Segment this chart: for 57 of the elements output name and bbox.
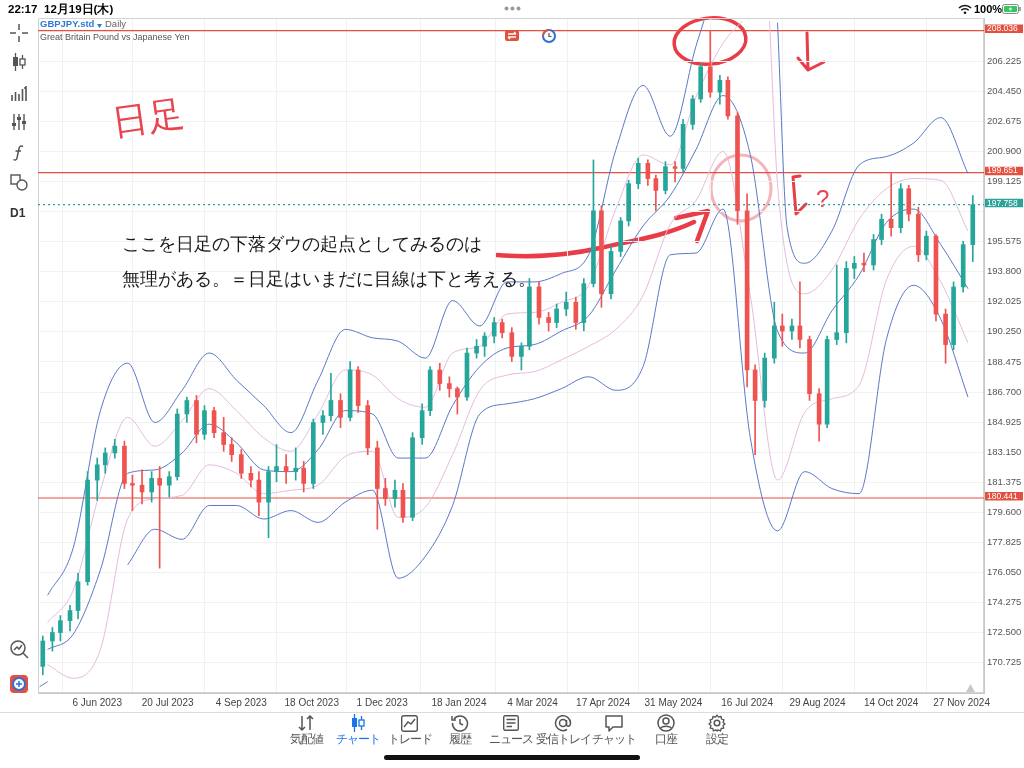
text: 22:17: [8, 3, 38, 16]
y-tick-label: 174.275: [987, 596, 1022, 608]
y-tick-label: 177.825: [987, 535, 1022, 547]
text: 12月19日(木): [44, 3, 114, 16]
chart-title: GBPJPY.std: [40, 18, 95, 30]
ref-line-label: 197.758: [987, 197, 1018, 208]
y-tick-label: 184.925: [987, 415, 1022, 427]
y-tick-label: 179.600: [987, 505, 1022, 517]
y-tick-label: 172.500: [987, 626, 1022, 638]
ref-line-label: 199.651: [987, 165, 1018, 176]
x-tick-label: 31 May 2024: [644, 696, 703, 708]
annotation: Daily: [105, 18, 127, 30]
ref-line-label: 180.441: [987, 490, 1018, 501]
x-tick-label: 17 Apr 2024: [576, 696, 631, 708]
x-tick-label: 29 Aug 2024: [789, 696, 847, 708]
ref-line-label: 208.036: [987, 23, 1018, 34]
x-tick-label: 27 Nov 2024: [933, 696, 991, 708]
x-tick-label: 18 Jan 2024: [431, 696, 487, 708]
text: 100%: [974, 3, 1003, 16]
text: チャット: [592, 732, 636, 747]
y-tick-label: 199.125: [987, 175, 1022, 187]
y-tick-label: 200.900: [987, 145, 1022, 157]
annotation: 日足: [109, 92, 187, 143]
y-tick-label: 192.025: [987, 295, 1022, 307]
y-tick-label: 190.250: [987, 325, 1022, 337]
y-tick-label: 176.050: [987, 566, 1022, 578]
annotation: ここを日足の下落ダウの起点としてみるのは: [122, 234, 482, 255]
text: 口座: [655, 732, 677, 747]
text: 受信トレイ: [535, 732, 591, 747]
y-tick-label: 195.575: [987, 235, 1022, 247]
y-tick-label: 188.475: [987, 355, 1022, 367]
annotation: 無理がある。＝日足はいまだに目線は下と考える。: [122, 269, 536, 290]
text: 設定: [706, 732, 728, 747]
text: 履歴: [449, 732, 471, 747]
y-tick-label: 204.450: [987, 84, 1022, 96]
text: トレード: [388, 732, 432, 747]
text: 気配値: [289, 732, 323, 747]
x-tick-label: 4 Sep 2023: [215, 696, 268, 708]
x-tick-label: 4 Mar 2024: [507, 696, 559, 708]
y-tick-label: 193.800: [987, 265, 1022, 277]
x-tick-label: 16 Jul 2024: [721, 696, 774, 708]
x-tick-label: 1 Dec 2023: [356, 696, 409, 708]
y-tick-label: 181.375: [987, 475, 1022, 487]
y-tick-label: 186.700: [987, 385, 1022, 397]
text: チャート: [336, 732, 380, 747]
y-tick-label: 206.225: [987, 54, 1022, 66]
x-tick-label: 6 Jun 2023: [72, 696, 123, 708]
text: D1: [10, 206, 26, 221]
x-tick-label: 18 Oct 2023: [284, 696, 340, 708]
x-tick-label: 14 Oct 2024: [863, 696, 919, 708]
x-tick-label: 20 Jul 2023: [141, 696, 194, 708]
y-tick-label: 170.725: [987, 656, 1022, 668]
text: Great Britain Pound vs Japanese Yen: [40, 32, 190, 43]
text: ニュース: [489, 732, 533, 747]
y-tick-label: 202.675: [987, 115, 1022, 127]
y-tick-label: 183.150: [987, 445, 1022, 457]
annotation: ?: [816, 185, 830, 213]
